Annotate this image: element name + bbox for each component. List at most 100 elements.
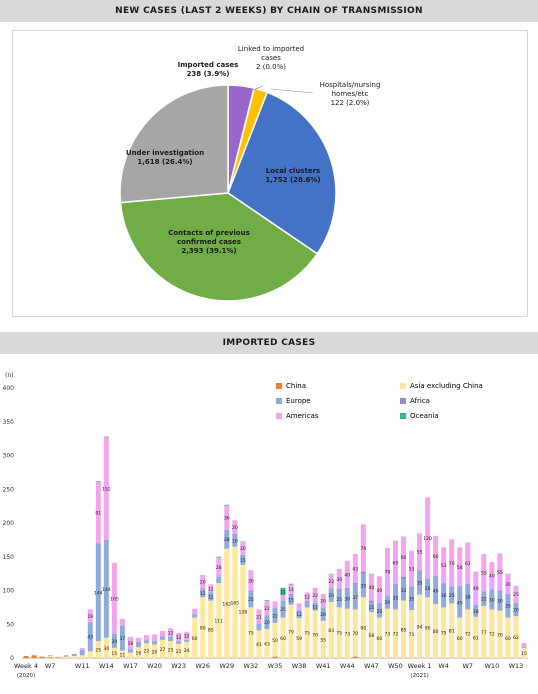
bar-segment xyxy=(449,586,455,604)
bar-value-label: 43 xyxy=(264,641,270,647)
bar-segment xyxy=(473,616,479,658)
bar-segment xyxy=(103,637,109,658)
bar-segment xyxy=(216,557,222,577)
bar-segment xyxy=(103,540,109,638)
legend-item-americas: Americas xyxy=(276,412,319,420)
bar-segment xyxy=(457,587,463,618)
bar-segment xyxy=(95,481,101,482)
bar-value-label: 83 xyxy=(328,628,334,634)
bar-value-label: 28 xyxy=(224,537,230,543)
bar-value-label: 20 xyxy=(320,599,326,605)
bar-value-label: 15 xyxy=(240,558,246,564)
bar-value-label: 12 xyxy=(184,634,190,640)
y-tick-label: 350 xyxy=(3,419,15,426)
y-tick-label: 200 xyxy=(3,520,15,527)
bar-segment xyxy=(376,604,382,618)
bar-segment xyxy=(376,576,382,604)
bar-segment xyxy=(433,576,439,577)
bar-value-label: 30 xyxy=(103,646,109,652)
bar-value-label: 30 xyxy=(336,577,342,583)
bar-value-label: 14 xyxy=(288,587,294,593)
bar-value-label: 40 xyxy=(344,572,350,578)
pie-chart xyxy=(119,84,337,302)
bar-value-label: 60 xyxy=(376,636,382,642)
bar-segment xyxy=(352,656,358,658)
pie-leader-linked xyxy=(250,85,264,92)
bar-value-label: 37 xyxy=(119,636,125,642)
bar-segment xyxy=(95,481,101,544)
x-tick-label: W7 xyxy=(45,662,56,670)
bar-segment xyxy=(280,600,286,618)
bar-segment xyxy=(103,437,109,540)
bar-value-label: 70 xyxy=(360,546,366,552)
bar-segment xyxy=(280,617,286,658)
bar-value-label: 12 xyxy=(200,591,206,597)
bar-value-label: 12 xyxy=(208,595,214,601)
y-tick-label: 150 xyxy=(3,554,15,561)
bar-value-label: 70 xyxy=(449,561,455,567)
bar-value-label: 73 xyxy=(344,631,350,637)
bar-value-label: 72 xyxy=(465,632,471,638)
bar-segment xyxy=(344,560,350,588)
bar-value-label: 40 xyxy=(433,589,439,595)
bar-value-label: 55 xyxy=(497,570,503,576)
bar-segment xyxy=(433,577,439,604)
bar-segment xyxy=(368,612,374,658)
bar-segment xyxy=(360,573,366,598)
legend-swatch xyxy=(276,398,282,404)
bar-segment xyxy=(344,587,350,589)
bar-segment xyxy=(312,602,318,611)
bar-value-label: 15 xyxy=(288,598,294,604)
bar-segment xyxy=(256,630,262,658)
bar-value-label: 22 xyxy=(272,613,278,619)
bar-segment xyxy=(328,601,334,658)
bar-segment xyxy=(135,641,141,648)
bar-value-label: 21 xyxy=(256,614,262,620)
bar-segment xyxy=(200,597,206,658)
bar-segment xyxy=(200,588,206,590)
bar-value-label: 75 xyxy=(336,631,342,637)
bar-segment xyxy=(336,607,342,658)
bar-segment xyxy=(336,568,342,590)
bar-segment xyxy=(425,578,431,598)
bar-value-label: 162 xyxy=(222,601,231,607)
bar-value-label: 43 xyxy=(352,567,358,573)
bar-value-label: 60 xyxy=(433,554,439,560)
bar-value-label: 36 xyxy=(441,593,447,599)
bar-segment xyxy=(433,535,439,577)
bar-value-label: 144 xyxy=(94,591,103,597)
bar-segment xyxy=(232,546,238,658)
bar-segment xyxy=(216,556,222,558)
bar-segment xyxy=(95,641,101,658)
bar-segment xyxy=(352,554,358,584)
bar-segment xyxy=(111,633,117,635)
bar-segment xyxy=(224,504,230,506)
pie-slice-3 xyxy=(227,91,337,255)
legend-swatch xyxy=(400,383,406,389)
bar-value-label: 72 xyxy=(489,632,495,638)
bar-segment xyxy=(417,570,423,595)
bar-segment xyxy=(296,618,302,658)
bar-value-label: 28 xyxy=(216,565,222,571)
bar-value-label: 53 xyxy=(409,567,415,573)
bar-segment xyxy=(39,656,45,658)
bar-value-label: 41 xyxy=(256,642,262,648)
bar-segment xyxy=(505,617,511,658)
bar-segment xyxy=(521,646,527,648)
bar-value-label: 20 xyxy=(264,620,270,626)
bar-value-label: 35 xyxy=(360,583,366,589)
bar-value-label: 20 xyxy=(376,609,382,615)
bar-segment xyxy=(513,585,519,603)
bar-segment xyxy=(224,505,230,530)
pie-label-imported-value: 238 (3.9%) xyxy=(186,70,230,78)
bar-value-label: 59 xyxy=(296,636,302,642)
bar-segment xyxy=(127,649,133,653)
x-tick-label: W11 xyxy=(75,662,90,670)
bar-segment xyxy=(200,589,206,598)
bar-segment xyxy=(192,617,198,658)
bar-segment xyxy=(208,600,214,658)
x-tick-sublabel: (2021) xyxy=(410,673,428,679)
bar-segment xyxy=(457,547,463,587)
bar-segment xyxy=(152,634,158,642)
bar-value-label: 70 xyxy=(385,570,391,576)
